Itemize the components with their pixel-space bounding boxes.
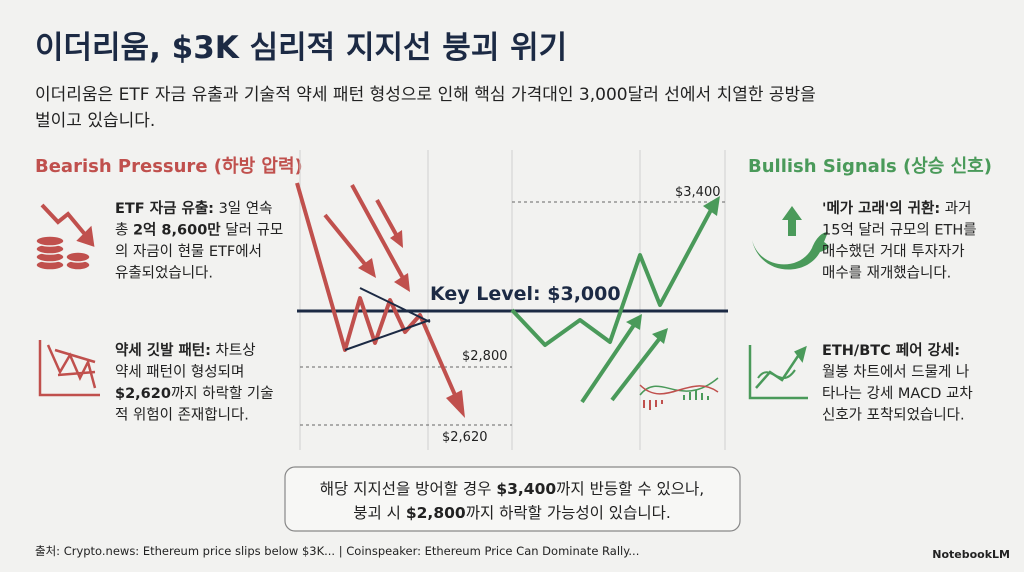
text-run: 유출되었습니다. — [115, 265, 213, 282]
arrow-head — [390, 230, 403, 248]
text-line: 신호가 포착되었습니다. — [822, 407, 965, 424]
text-line: 월봉 차트에서 드물게 나 — [822, 364, 969, 381]
bearish-arrow — [350, 184, 406, 281]
bearish-arrow — [375, 199, 400, 239]
bullish-arrow — [610, 336, 662, 402]
text-run: 매수했던 거대 투자자가 — [822, 243, 965, 260]
bullish-arrow — [580, 323, 636, 404]
text-run: 약세 패턴이 형성되며 — [115, 364, 244, 381]
key-level-label: Key Level: $3,000 — [430, 283, 621, 305]
diagram: Key Level: $3,000 $3,400 $2,800 $2,620 — [295, 150, 728, 450]
text-line: 타나는 강세 MACD 교차 — [822, 385, 973, 402]
text-run: 차트상 — [211, 342, 256, 359]
text-line: 총 2억 8,600만 달러 규모 — [115, 221, 283, 239]
text-line: 약세 패턴이 형성되며 — [115, 364, 244, 381]
text-run: $2,620 — [115, 386, 171, 402]
text-run: 해당 지지선을 방어할 경우 — [320, 480, 497, 498]
text-run: 적 위험이 존재합니다. — [115, 407, 249, 424]
arrow-head — [446, 390, 465, 418]
bearish-heading: Bearish Pressure (하방 압력) — [35, 156, 303, 177]
arrow-head — [358, 258, 376, 278]
text-line: 약세 깃발 패턴: 차트상 — [115, 341, 256, 359]
price-label: $2,800 — [462, 349, 508, 364]
macd-icon — [748, 345, 808, 400]
text-run: ETF 자금 유출: — [115, 200, 214, 217]
bear-flag-icon — [38, 340, 100, 397]
text-line: $2,620까지 하락할 기술 — [115, 385, 274, 402]
text-line: ETH/BTC 페어 강세: — [822, 341, 960, 359]
text-run: 약세 깃발 패턴: — [115, 341, 211, 359]
text-run: 까지 하락할 가능성이 있습니다. — [466, 504, 671, 522]
text-run: $3,400 — [496, 480, 556, 498]
text-run: 달러 규모 — [221, 222, 284, 239]
text-run: 붕괴 시 — [353, 504, 406, 522]
macd-mini — [639, 377, 719, 410]
text-run: '메가 고래'의 귀환: — [822, 199, 940, 217]
price-label: $2,620 — [442, 430, 488, 445]
text-run: 타나는 강세 MACD 교차 — [822, 385, 973, 402]
brand: NotebookLM — [932, 548, 1010, 561]
text-run: 과거 — [940, 200, 971, 217]
text-run: 총 — [115, 222, 133, 239]
text-run: 매수를 재개했습니다. — [822, 265, 951, 282]
text-run: 월봉 차트에서 드물게 나 — [822, 364, 969, 381]
bullish-heading: Bullish Signals (상승 신호) — [748, 156, 992, 177]
text-line: 매수를 재개했습니다. — [822, 265, 951, 282]
text-line: '메가 고래'의 귀환: 과거 — [822, 199, 971, 217]
arrow-head — [626, 314, 642, 330]
text-run: 까지 하락할 기술 — [171, 385, 274, 402]
text-run: 의 자금이 현물 ETF에서 — [115, 243, 262, 260]
text-run: 2억 8,600만 — [133, 221, 221, 239]
text-line: 의 자금이 현물 ETF에서 — [115, 243, 262, 260]
pattern-line — [344, 319, 431, 351]
text-line: 매수했던 거대 투자자가 — [822, 243, 965, 260]
text-run: 까지 반등할 수 있으나, — [556, 480, 704, 498]
callout-box — [284, 466, 741, 532]
text-run: 신호가 포착되었습니다. — [822, 407, 965, 424]
bullish-path — [510, 207, 714, 347]
etf-outflow-icon — [35, 203, 95, 271]
subtitle-line: 이더리움은 ETF 자금 유출과 기술적 약세 패턴 형성으로 인해 핵심 가격… — [35, 85, 816, 105]
text-line: ETF 자금 유출: 3일 연속 — [115, 200, 272, 217]
arrow-head — [703, 196, 720, 216]
arrow-head — [394, 273, 410, 292]
text-run: ETH/BTC 페어 강세: — [822, 341, 960, 359]
arrow-head — [652, 328, 668, 344]
text-line: 붕괴 시 $2,800까지 하락할 가능성이 있습니다. — [353, 504, 671, 522]
source: 출처: Crypto.news: Ethereum price slips be… — [35, 544, 639, 558]
bearish-path — [295, 182, 457, 396]
text-line: 해당 지지선을 방어할 경우 $3,400까지 반등할 수 있으나, — [320, 480, 704, 498]
title: 이더리움, $3K 심리적 지지선 붕괴 위기 — [35, 30, 567, 66]
text-line: 적 위험이 존재합니다. — [115, 407, 249, 424]
text-run: 3일 연속 — [214, 200, 272, 217]
text-run: $2,800 — [406, 504, 466, 522]
price-label: $3,400 — [675, 185, 721, 200]
text-run: 15억 달러 규모의 ETH를 — [822, 222, 977, 239]
whale-icon — [752, 206, 829, 270]
pattern-line — [359, 287, 431, 323]
text-line: 유출되었습니다. — [115, 265, 213, 282]
subtitle-line: 벌이고 있습니다. — [35, 111, 155, 131]
bearish-arrow — [323, 213, 370, 270]
text-line: 15억 달러 규모의 ETH를 — [822, 222, 977, 239]
